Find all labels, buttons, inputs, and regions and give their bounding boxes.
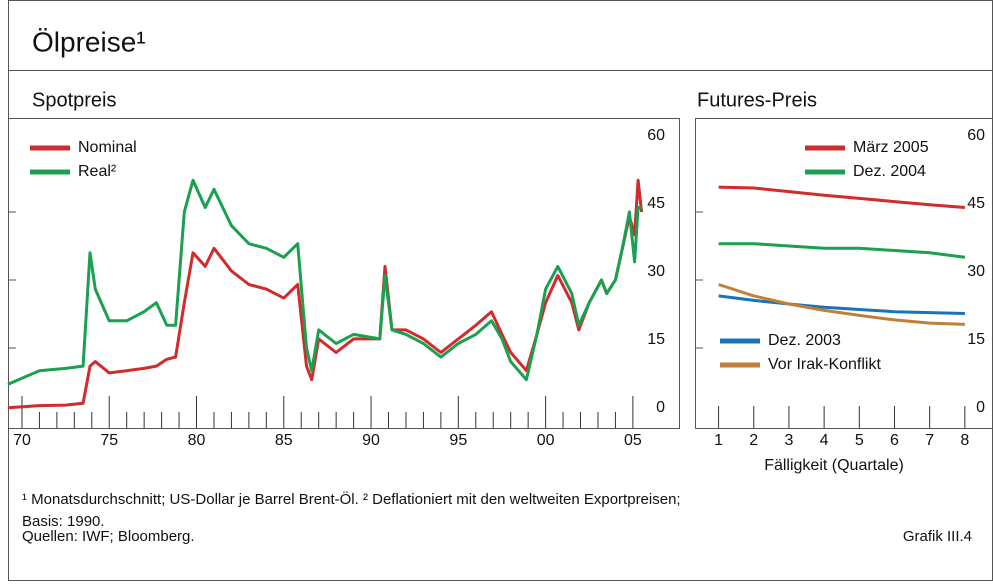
x-tick-label: 85 [275, 432, 293, 449]
x-tick-label: 7 [925, 432, 934, 449]
x-tick-label: 2 [749, 432, 758, 449]
x-tick-label: 75 [100, 432, 118, 449]
series-line [7, 178, 642, 386]
legend-label: Real² [78, 163, 117, 180]
legend-label: Nominal [78, 139, 137, 156]
series-line [718, 283, 965, 326]
y-tick-label: 30 [647, 263, 665, 280]
y-tick-label: 15 [647, 331, 665, 348]
x-tick-label: 90 [362, 432, 380, 449]
series-line [718, 185, 966, 209]
x-tick-label: 3 [784, 432, 793, 449]
x-tick-label: 95 [449, 432, 467, 449]
x-tick-label: 6 [890, 432, 899, 449]
x-tick-label: 70 [13, 432, 31, 449]
y-tick-label: 45 [647, 195, 665, 212]
x-tick-label: 80 [188, 432, 206, 449]
legend-label: Vor Irak-Konflikt [768, 356, 881, 373]
x-tick-label: 05 [624, 432, 642, 449]
page-title: Ölpreise¹ [32, 26, 146, 57]
x-tick-label: 1 [714, 432, 723, 449]
x-tick-label: 8 [960, 432, 969, 449]
x-tick-label: 5 [855, 432, 864, 449]
x-axis-label: Fälligkeit (Quartale) [764, 457, 904, 474]
y-tick-label: 15 [967, 331, 985, 348]
frame [8, 0, 993, 581]
x-tick-label: 4 [820, 432, 829, 449]
chart-title: Spotpreis [32, 89, 117, 111]
plot-area [8, 118, 680, 429]
figure-id: Grafik III.4 [903, 528, 972, 545]
y-tick-label: 60 [967, 127, 985, 144]
series-line [718, 294, 965, 315]
y-tick-label: 0 [976, 399, 985, 416]
y-tick-label: 0 [656, 399, 665, 416]
series-line [718, 242, 966, 259]
y-tick-label: 45 [967, 195, 985, 212]
source: Quellen: IWF; Bloomberg. [22, 528, 195, 545]
footnote: ¹ Monatsdurchschnitt; US-Dollar je Barre… [22, 490, 681, 530]
chart-title: Futures-Preis [697, 89, 817, 111]
legend-label: März 2005 [853, 139, 929, 156]
y-tick-label: 60 [647, 127, 665, 144]
x-tick-label: 00 [537, 432, 555, 449]
y-tick-label: 30 [967, 263, 985, 280]
legend-label: Dez. 2003 [768, 332, 841, 349]
legend-label: Dez. 2004 [853, 163, 926, 180]
